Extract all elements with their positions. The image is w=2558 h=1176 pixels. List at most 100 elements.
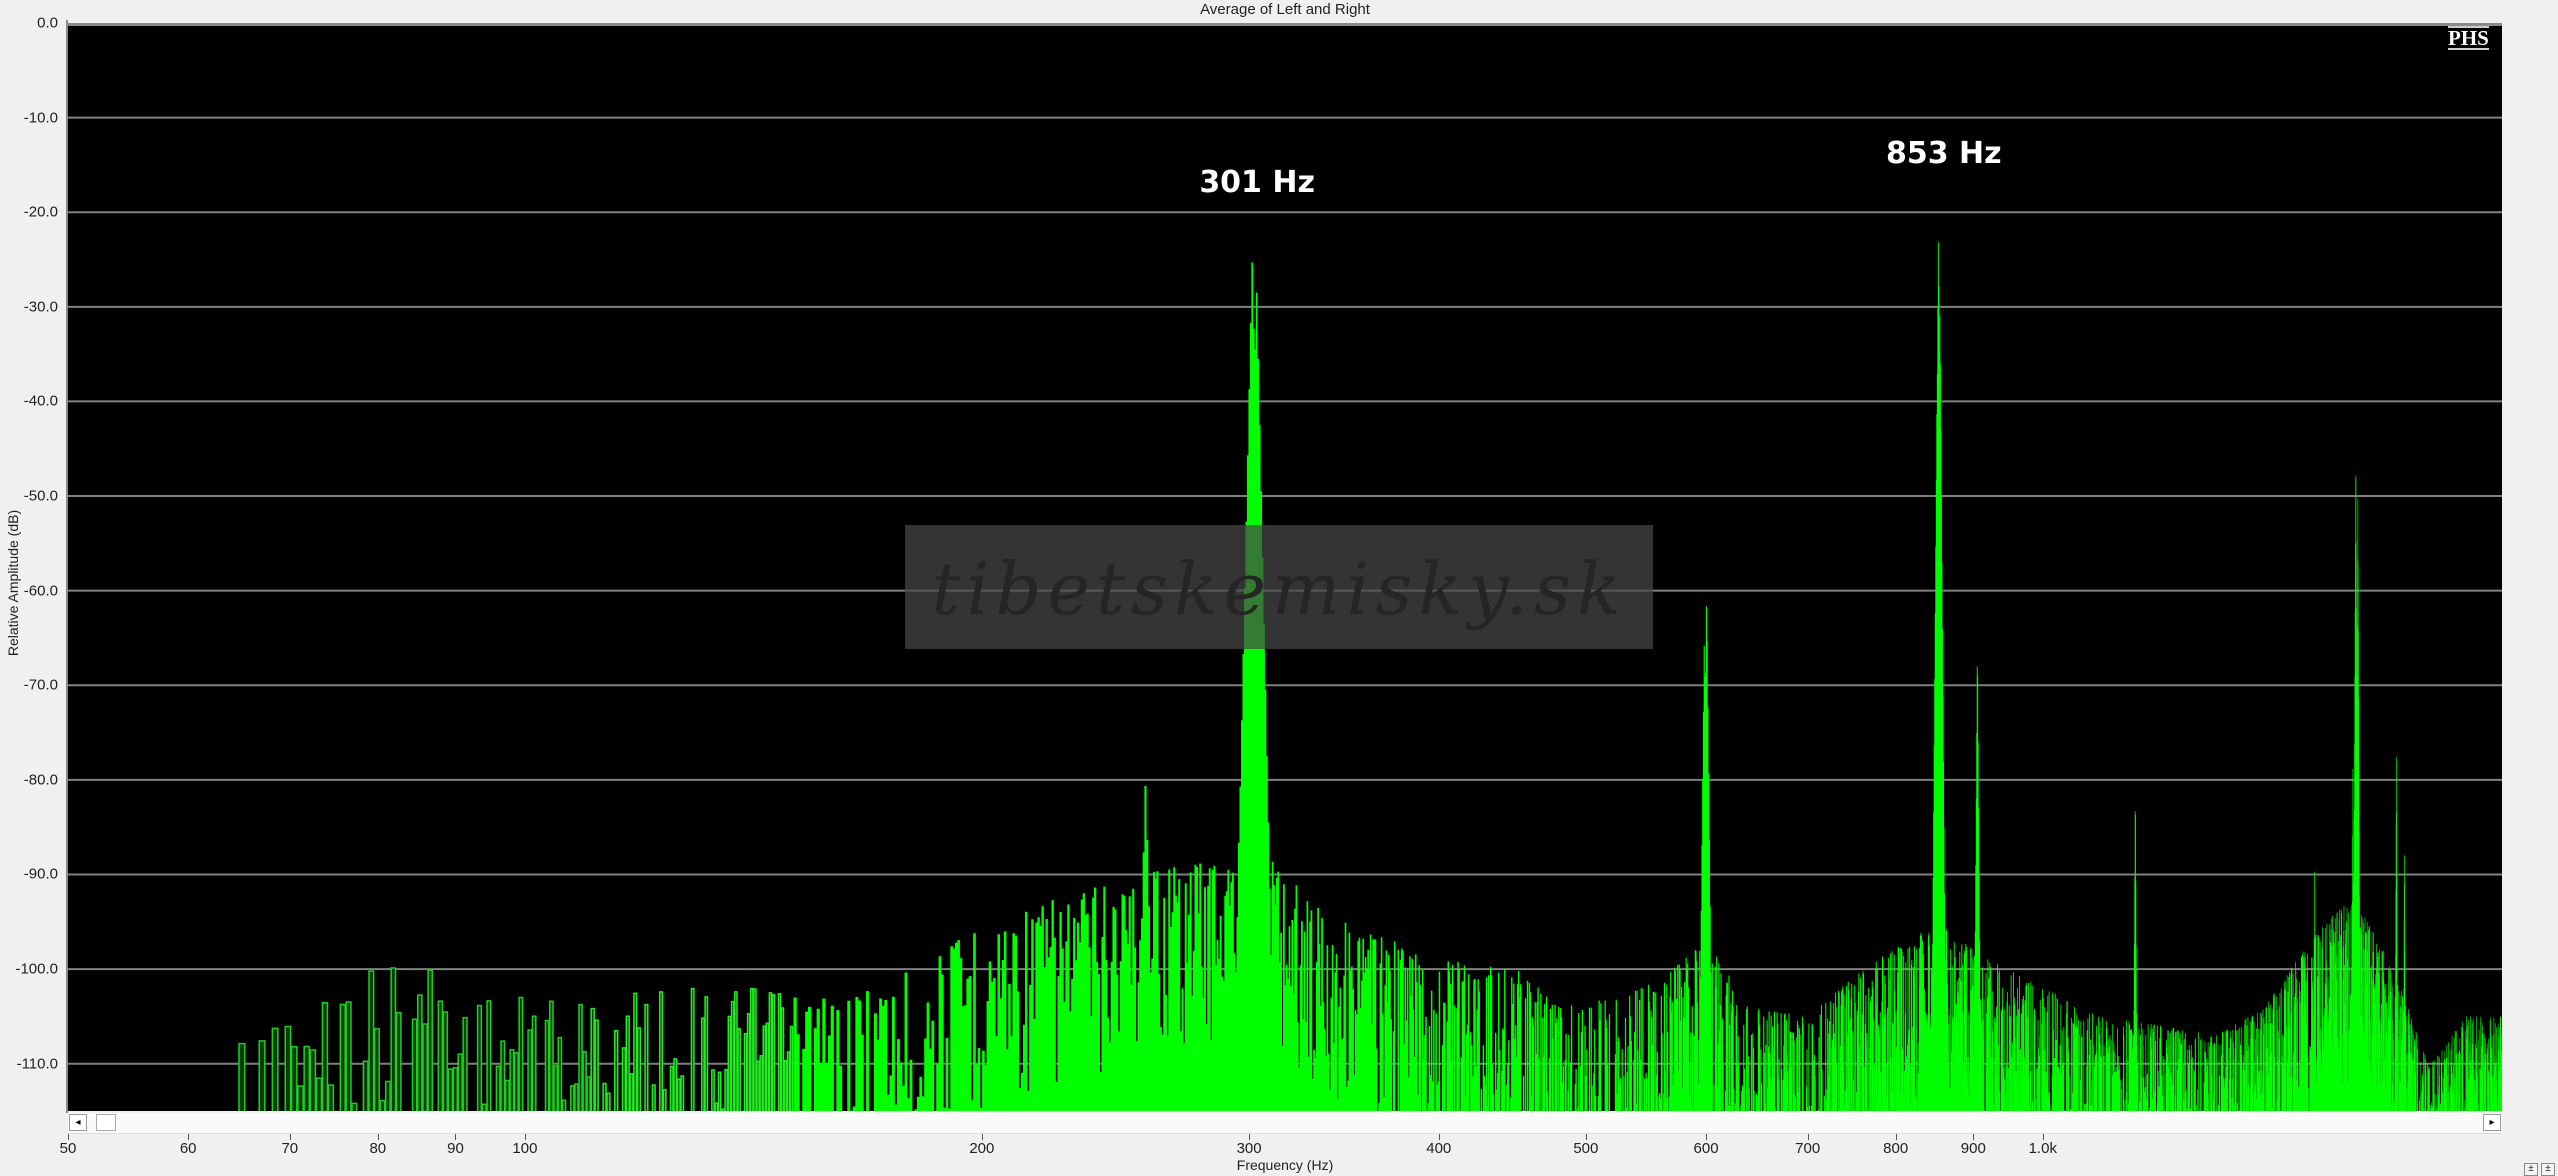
spectrum-bar bbox=[590, 1007, 595, 1111]
y-tick-label: -30.0 bbox=[23, 298, 58, 316]
spectrum-bar bbox=[509, 1048, 515, 1111]
x-tick-mark bbox=[981, 1134, 983, 1140]
spectrum-bar bbox=[614, 1029, 619, 1111]
y-tick-label: -110.0 bbox=[16, 1055, 58, 1073]
y-tick-label: -60.0 bbox=[23, 582, 58, 600]
spectrum-bar bbox=[390, 967, 397, 1111]
spectrum-bar bbox=[676, 1078, 681, 1111]
x-tick-label: 800 bbox=[1883, 1140, 1909, 1157]
spectrum-bar bbox=[582, 1051, 587, 1111]
spectrum-bar bbox=[411, 1018, 418, 1111]
spectrum-bar bbox=[513, 1052, 519, 1111]
spectrum-bar bbox=[500, 1040, 506, 1111]
x-tick-mark bbox=[1249, 1134, 1251, 1140]
x-tick-mark bbox=[1706, 1134, 1708, 1140]
y-axis-label: Relative Amplitude (dB) bbox=[5, 509, 21, 657]
x-tick-label: 60 bbox=[179, 1140, 197, 1157]
spectrum-bar bbox=[437, 1000, 444, 1111]
horizontal-scrollbar[interactable]: ◂ ▸ bbox=[68, 1113, 2502, 1134]
spectrum-bar bbox=[704, 996, 709, 1111]
x-tick-label: 300 bbox=[1236, 1140, 1262, 1157]
arrow-left-icon[interactable]: ◂ bbox=[69, 1114, 87, 1131]
spectrum-bar bbox=[753, 988, 757, 1111]
y-tick-label: -50.0 bbox=[23, 487, 58, 505]
zoom-out-button[interactable]: ± bbox=[2541, 1163, 2555, 1176]
x-tick-label: 50 bbox=[59, 1140, 77, 1157]
spectrum-bar bbox=[777, 993, 782, 1111]
spectrum-bar bbox=[602, 1082, 607, 1111]
y-tick-label: -10.0 bbox=[23, 109, 58, 127]
spectrum-bar bbox=[594, 1019, 599, 1111]
spectrum-bar bbox=[749, 987, 754, 1111]
low-frequency-bins bbox=[238, 967, 794, 1111]
spectrum-bar bbox=[578, 1003, 583, 1111]
spectrum-bar bbox=[321, 1001, 329, 1111]
spectrum-bar bbox=[345, 1001, 352, 1111]
y-tick-label: -20.0 bbox=[23, 203, 58, 221]
spectrum-bar bbox=[557, 1036, 563, 1111]
spectrum-bar bbox=[339, 1003, 346, 1111]
spectrum-bar bbox=[606, 1092, 611, 1111]
x-tick-mark bbox=[1585, 1134, 1587, 1140]
spectrum-bar bbox=[297, 1085, 304, 1111]
spectrum-bar bbox=[486, 1000, 492, 1111]
spectrum-bar bbox=[362, 1060, 369, 1111]
x-tick-label: 200 bbox=[969, 1140, 995, 1157]
phs-logo: PHS bbox=[2448, 26, 2489, 50]
y-axis-line bbox=[66, 20, 68, 1113]
spectrum-bar bbox=[553, 1065, 558, 1111]
spectrum-bar bbox=[730, 1000, 735, 1111]
peak-annotation: 853 Hz bbox=[1885, 136, 2002, 172]
spectrum-bar bbox=[633, 992, 638, 1111]
spectrum-bar bbox=[417, 994, 423, 1111]
spectrum-bar bbox=[756, 1060, 760, 1111]
spectrum-bar bbox=[714, 1102, 719, 1111]
spectrum-bar bbox=[327, 1084, 335, 1111]
spectrum-bar bbox=[636, 1027, 642, 1111]
spectrum-bar bbox=[447, 1068, 454, 1111]
spectrum-bar bbox=[561, 1099, 567, 1111]
spectrum-bar bbox=[771, 993, 776, 1111]
spectrum-bar bbox=[422, 1023, 428, 1111]
watermark: tibetskemisky.sk bbox=[905, 525, 1653, 649]
spectrum-bar bbox=[651, 1084, 656, 1111]
spectrum-bar bbox=[290, 1045, 298, 1111]
spectrum-bar bbox=[303, 1045, 311, 1111]
spectrum-bar bbox=[625, 1015, 630, 1111]
spectrum-bar bbox=[481, 1103, 487, 1111]
spectrum-bar bbox=[570, 1085, 575, 1111]
spectrum-bar bbox=[669, 1065, 674, 1111]
spectrum-bar bbox=[351, 1102, 358, 1111]
spectrum-bar bbox=[789, 1025, 794, 1111]
chart-title: Average of Left and Right bbox=[1200, 1, 1370, 18]
x-tick-mark bbox=[455, 1134, 457, 1140]
spectrum-bar bbox=[759, 1054, 763, 1111]
x-tick-label: 100 bbox=[512, 1140, 538, 1157]
arrow-right-icon[interactable]: ▸ bbox=[2483, 1114, 2501, 1131]
x-tick-label: 1.0k bbox=[2028, 1140, 2057, 1157]
spectrum-bar bbox=[746, 1012, 751, 1111]
spectrum-bar bbox=[629, 1073, 634, 1111]
spectrum-bar bbox=[621, 1047, 627, 1111]
x-tick-mark bbox=[188, 1134, 190, 1140]
x-tick-label: 90 bbox=[447, 1140, 464, 1157]
x-tick-label: 70 bbox=[281, 1140, 299, 1157]
y-tick-label: -40.0 bbox=[23, 392, 58, 410]
x-tick-mark bbox=[377, 1134, 379, 1140]
spectrum-bar bbox=[768, 992, 773, 1111]
spectrum-bar bbox=[544, 1019, 550, 1111]
zoom-in-button[interactable]: ± bbox=[2524, 1163, 2538, 1176]
peak-annotation: 301 Hz bbox=[1199, 164, 1315, 200]
spectrum-bar bbox=[504, 1079, 510, 1111]
spectrum-bar bbox=[586, 1076, 591, 1111]
spectrum-bar bbox=[452, 1067, 458, 1111]
spectrum-bar bbox=[724, 1069, 729, 1111]
spectrum-bar bbox=[680, 1075, 685, 1111]
x-tick-label: 900 bbox=[1960, 1140, 1986, 1157]
x-tick-label: 80 bbox=[369, 1140, 387, 1157]
spectrum-bar bbox=[238, 1042, 246, 1111]
spectrum-bar bbox=[644, 1003, 649, 1111]
spectrum-bar bbox=[527, 1029, 533, 1111]
scrollbar-thumb[interactable] bbox=[96, 1114, 116, 1131]
y-tick-label: -90.0 bbox=[23, 865, 58, 883]
